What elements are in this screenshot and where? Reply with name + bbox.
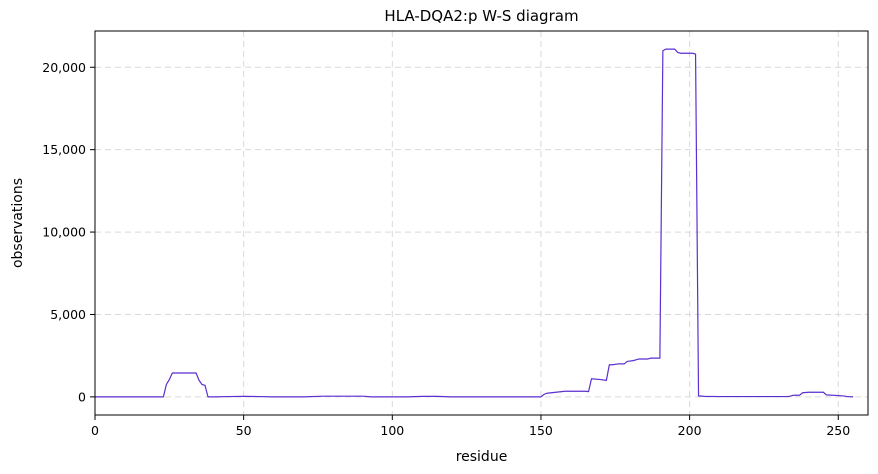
x-tick-label: 150 xyxy=(529,423,553,438)
x-tick-label: 250 xyxy=(826,423,850,438)
x-tick-label: 200 xyxy=(678,423,702,438)
series-line xyxy=(95,48,854,398)
x-tick-label: 0 xyxy=(91,423,99,438)
y-tick-label: 10,000 xyxy=(42,225,86,240)
y-axis-label: observations xyxy=(10,178,26,268)
y-tick-label: 20,000 xyxy=(42,60,86,75)
plot-frame xyxy=(94,30,869,416)
x-tick-label: 50 xyxy=(236,423,252,438)
y-tick-label: 15,000 xyxy=(42,142,86,157)
y-axis: 0 5,000 10,000 15,000 20,000 xyxy=(42,60,95,404)
y-tick-label: 5,000 xyxy=(50,307,86,322)
y-tick-label: 0 xyxy=(78,389,86,404)
gridlines xyxy=(95,31,868,415)
x-tick-label: 100 xyxy=(380,423,404,438)
x-axis: 0 50 100 150 200 250 xyxy=(91,415,850,438)
plot-area xyxy=(95,48,854,398)
chart-title: HLA-DQA2:p W-S diagram xyxy=(384,7,578,25)
x-axis-label: residue xyxy=(456,449,508,465)
